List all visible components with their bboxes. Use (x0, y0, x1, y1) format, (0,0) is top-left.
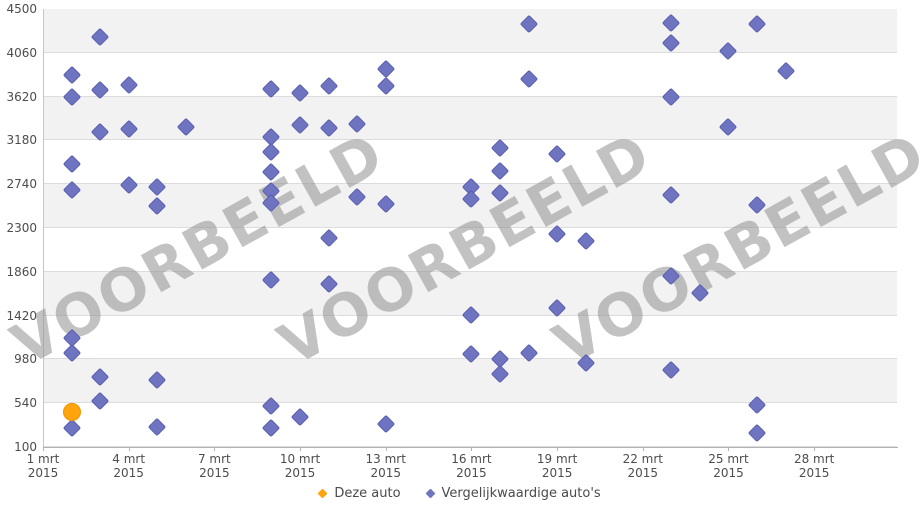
legend-label: Vergelijkwaardige auto's (441, 486, 601, 501)
y-axis-line (43, 9, 44, 447)
plot-band (43, 53, 897, 97)
plot-band (43, 9, 897, 53)
x-tick-label-year: 2015 (113, 466, 144, 480)
x-tick-label: 13 mrt 2015 (366, 452, 406, 480)
diamond-icon (317, 488, 328, 499)
x-tick-label: 10 mrt 2015 (280, 452, 320, 480)
x-tick-label-year: 2015 (370, 466, 402, 480)
plot-area (43, 9, 897, 447)
x-tick-label-day: 28 mrt (793, 452, 835, 466)
y-tick-label: 1420 (6, 308, 37, 323)
y-tick-label: 4500 (6, 2, 37, 16)
x-tick-label: 7 mrt 2015 (198, 452, 231, 480)
x-tick-label-year: 2015 (713, 466, 744, 480)
plot-band (43, 359, 897, 404)
x-tick-label-day: 10 mrt (279, 452, 321, 466)
x-tick-label-year: 2015 (27, 466, 59, 480)
x-tick-mark (642, 447, 644, 451)
y-tick-label: 4060 (6, 45, 37, 60)
y-tick-label: 100 (14, 440, 37, 454)
x-tick-mark (557, 447, 559, 451)
x-tick-label-year: 2015 (798, 466, 830, 480)
x-tick-label: 1 mrt 2015 (27, 452, 60, 480)
x-tick-label-day: 7 mrt (197, 452, 231, 466)
legend-item-deze-auto[interactable]: Deze auto (317, 486, 401, 501)
x-tick-label-year: 2015 (284, 466, 316, 480)
x-tick-label-year: 2015 (456, 466, 487, 480)
x-tick-mark (300, 447, 302, 451)
x-tick-mark (128, 447, 130, 451)
x-tick-label-day: 4 mrt (112, 452, 146, 466)
y-tick-label: 980 (14, 352, 37, 367)
legend-item-vergelijkwaardige-autos[interactable]: Vergelijkwaardige auto's (425, 486, 601, 501)
x-tick-mark (728, 447, 730, 451)
scatter-point-this-car[interactable] (62, 403, 81, 422)
gridline (43, 402, 897, 404)
x-tick-label-day: 13 mrt (365, 452, 406, 466)
x-tick-label: 16 mrt 2015 (451, 452, 491, 480)
gridline (43, 227, 897, 228)
x-tick-label-day: 1 mrt (26, 452, 60, 466)
x-tick-label: 22 mrt 2015 (623, 452, 663, 480)
gridline (43, 270, 897, 272)
y-tick-label: 1860 (6, 264, 37, 279)
y-tick-label: 540 (14, 396, 37, 411)
x-tick-label: 25 mrt 2015 (708, 452, 748, 480)
x-tick-mark (471, 447, 473, 451)
x-tick-label: 28 mrt 2015 (794, 452, 834, 480)
gridline (43, 51, 897, 53)
x-tick-label: 19 mrt 2015 (537, 452, 577, 480)
y-tick-label: 2300 (6, 221, 37, 235)
x-tick-label-year: 2015 (627, 466, 659, 480)
gridline (43, 446, 897, 447)
x-tick-mark (814, 447, 816, 451)
y-tick-label: 3620 (6, 89, 37, 104)
plot-band (43, 96, 897, 141)
plot-band (43, 228, 897, 272)
gridline (43, 95, 897, 97)
y-tick-label: 2740 (6, 177, 37, 192)
x-tick-label-day: 25 mrt (708, 452, 749, 466)
y-tick-label: 3180 (6, 133, 37, 148)
gridline (43, 139, 897, 141)
legend-label: Deze auto (334, 486, 401, 501)
x-tick-mark (43, 447, 44, 451)
diamond-icon (425, 488, 435, 499)
x-tick-mark (385, 447, 387, 451)
x-axis-line (43, 447, 898, 448)
x-tick-mark (214, 447, 216, 451)
x-tick-label-day: 22 mrt (622, 452, 664, 466)
chart-legend: Deze auto Vergelijkwaardige auto's (0, 486, 920, 501)
plot-band (43, 403, 897, 447)
x-tick-label-day: 16 mrt (451, 452, 492, 466)
x-tick-label: 4 mrt 2015 (112, 452, 145, 480)
x-tick-label-year: 2015 (199, 466, 230, 480)
x-tick-label-year: 2015 (541, 466, 573, 480)
x-tick-label-day: 19 mrt (536, 452, 578, 466)
